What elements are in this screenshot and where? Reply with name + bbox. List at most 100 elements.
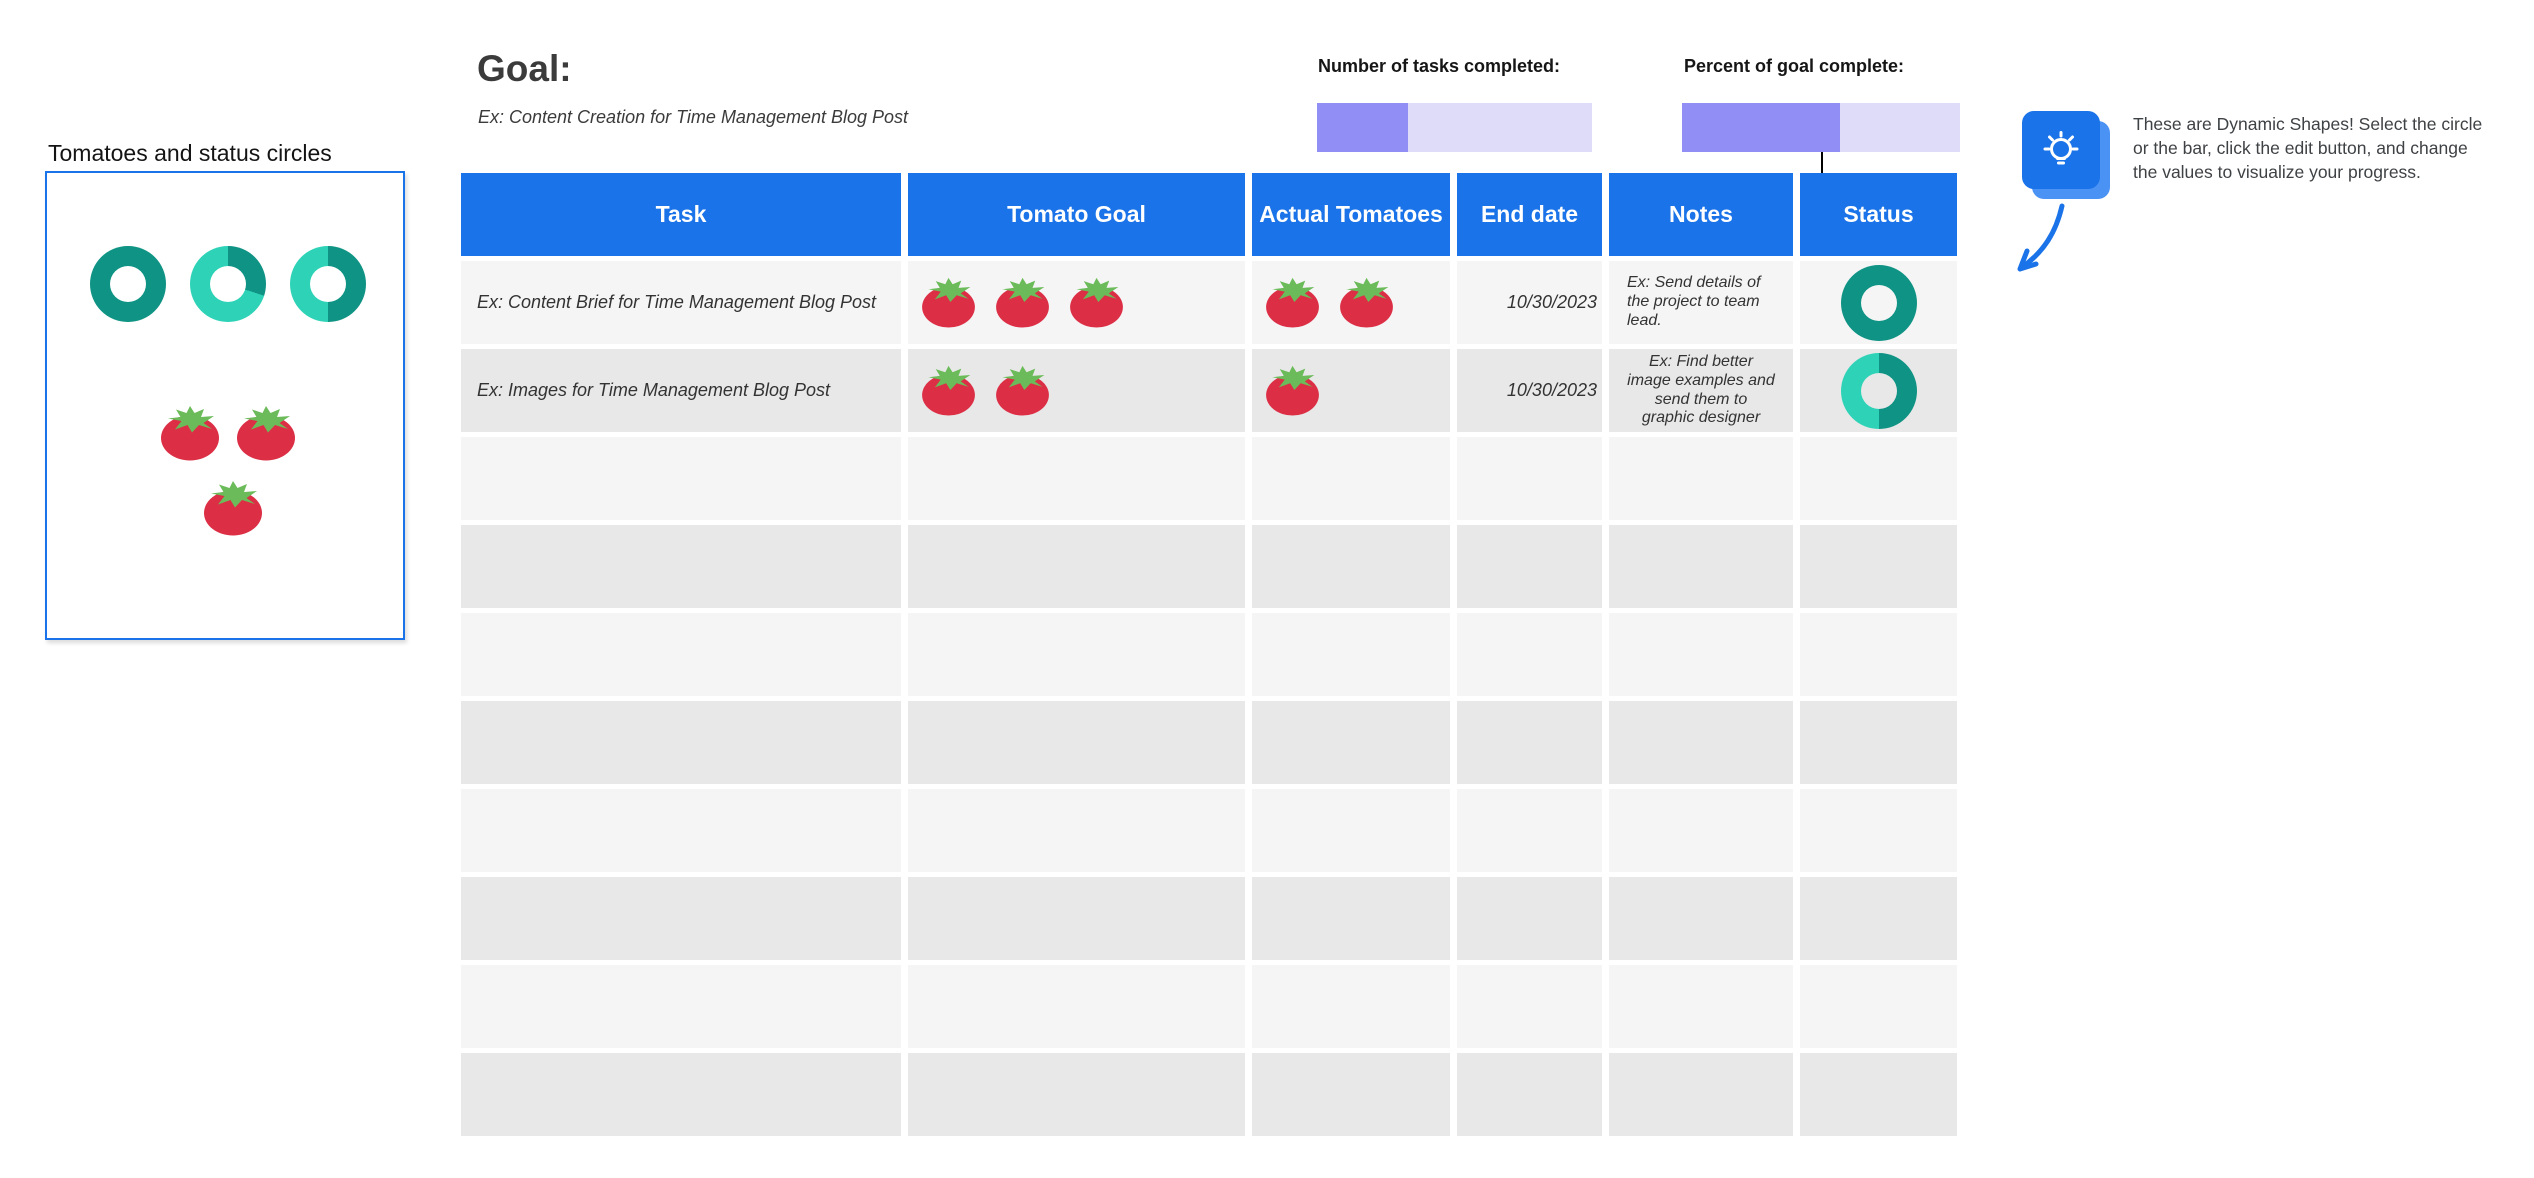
column-header-task[interactable]: Task <box>461 173 901 256</box>
empty-cell[interactable] <box>908 789 1245 872</box>
tomato-icon[interactable] <box>235 405 297 461</box>
empty-cell[interactable] <box>461 877 901 960</box>
empty-cell[interactable] <box>1457 701 1602 784</box>
empty-cell[interactable] <box>461 437 901 520</box>
empty-cell[interactable] <box>1800 965 1957 1048</box>
empty-cell[interactable] <box>1457 789 1602 872</box>
task-cell[interactable]: Ex: Images for Time Management Blog Post <box>461 349 901 432</box>
empty-cell[interactable] <box>1800 525 1957 608</box>
empty-cell[interactable] <box>1252 789 1450 872</box>
tomato-icon[interactable] <box>920 277 977 328</box>
status-cell[interactable] <box>1800 349 1957 432</box>
tomato-icon[interactable] <box>159 405 221 461</box>
tomato-icon[interactable] <box>1264 365 1321 416</box>
empty-cell[interactable] <box>1457 877 1602 960</box>
status-donut[interactable] <box>1840 352 1917 429</box>
empty-cell[interactable] <box>908 1053 1245 1136</box>
empty-cell[interactable] <box>1609 525 1793 608</box>
empty-cell[interactable] <box>461 525 901 608</box>
empty-cell[interactable] <box>908 437 1245 520</box>
column-header-actual-tomatoes[interactable]: Actual Tomatoes <box>1252 173 1450 256</box>
empty-cell[interactable] <box>1800 1053 1957 1136</box>
status-donut-hole <box>1860 284 1897 321</box>
empty-cell[interactable] <box>1800 789 1957 872</box>
tasks-completed-label: Number of tasks completed: <box>1318 56 1561 76</box>
status-donut[interactable] <box>290 246 366 322</box>
empty-cell[interactable] <box>1609 965 1793 1048</box>
status-donut-hole <box>110 266 146 302</box>
empty-cell[interactable] <box>1252 437 1450 520</box>
empty-cell[interactable] <box>461 965 901 1048</box>
empty-cell[interactable] <box>1609 437 1793 520</box>
empty-cell[interactable] <box>1457 613 1602 696</box>
empty-cell[interactable] <box>908 525 1245 608</box>
empty-cell[interactable] <box>1252 525 1450 608</box>
column-header-end-date[interactable]: End date <box>1457 173 1602 256</box>
empty-cell[interactable] <box>1252 1053 1450 1136</box>
empty-cell[interactable] <box>461 701 901 784</box>
column-header-status[interactable]: Status <box>1800 173 1957 256</box>
task-cell[interactable]: Ex: Content Brief for Time Management Bl… <box>461 261 901 344</box>
tomato-goal-cell[interactable] <box>908 349 1245 432</box>
empty-cell[interactable] <box>1252 965 1450 1048</box>
end-date-cell[interactable]: 10/30/2023 <box>1457 349 1602 432</box>
empty-cell[interactable] <box>1457 437 1602 520</box>
empty-cell[interactable] <box>1457 525 1602 608</box>
goal-example-text: Ex: Content Creation for Time Management… <box>478 107 909 127</box>
empty-cell[interactable] <box>1609 789 1793 872</box>
empty-cell[interactable] <box>461 1053 901 1136</box>
status-donut-hole <box>310 266 346 302</box>
goal-complete-bar-fill <box>1682 103 1841 152</box>
empty-cell[interactable] <box>1252 701 1450 784</box>
empty-cell[interactable] <box>1609 877 1793 960</box>
notes-cell[interactable]: Ex: Send details of the project to team … <box>1609 261 1793 344</box>
tomato-icon[interactable] <box>994 277 1051 328</box>
empty-cell[interactable] <box>1609 613 1793 696</box>
tomato-icon[interactable] <box>994 365 1051 416</box>
task-table: Task Tomato Goal Actual Tomatoes End dat… <box>461 173 1957 1136</box>
tomato-icon[interactable] <box>1264 277 1321 328</box>
status-donut[interactable] <box>90 246 166 322</box>
tip-curved-arrow <box>2017 203 2065 272</box>
empty-cell[interactable] <box>1457 1053 1602 1136</box>
status-cell[interactable] <box>1800 261 1957 344</box>
empty-cell[interactable] <box>1609 1053 1793 1136</box>
column-header-tomato-goal[interactable]: Tomato Goal <box>908 173 1245 256</box>
sample-box-title: Tomatoes and status circles <box>48 140 332 166</box>
column-header-notes[interactable]: Notes <box>1609 173 1793 256</box>
empty-cell[interactable] <box>1609 701 1793 784</box>
tip-text: These are Dynamic Shapes! Select the cir… <box>2133 114 2483 182</box>
tasks-completed-bar[interactable] <box>1317 103 1592 152</box>
empty-cell[interactable] <box>908 701 1245 784</box>
empty-cell[interactable] <box>908 965 1245 1048</box>
empty-cell[interactable] <box>908 613 1245 696</box>
actual-tomatoes-cell[interactable] <box>1252 349 1450 432</box>
empty-cell[interactable] <box>1800 613 1957 696</box>
empty-cell[interactable] <box>1457 965 1602 1048</box>
lightbulb-icon[interactable] <box>2022 111 2100 189</box>
empty-cell[interactable] <box>461 613 901 696</box>
notes-cell[interactable]: Ex: Find better image examples and send … <box>1609 349 1793 432</box>
status-donut-hole <box>210 266 246 302</box>
tomato-icon[interactable] <box>920 365 977 416</box>
status-donut-hole <box>1860 372 1897 409</box>
empty-cell[interactable] <box>1252 613 1450 696</box>
tomato-icon[interactable] <box>1338 277 1395 328</box>
goal-heading: Goal: <box>477 48 572 89</box>
end-date-cell[interactable]: 10/30/2023 <box>1457 261 1602 344</box>
tomato-icon[interactable] <box>1068 277 1125 328</box>
empty-cell[interactable] <box>1800 877 1957 960</box>
status-donut[interactable] <box>1840 264 1917 341</box>
empty-cell[interactable] <box>908 877 1245 960</box>
empty-cell[interactable] <box>461 789 901 872</box>
empty-cell[interactable] <box>1252 877 1450 960</box>
empty-cell[interactable] <box>1800 437 1957 520</box>
empty-cell[interactable] <box>1800 701 1957 784</box>
goal-complete-bar[interactable] <box>1682 103 1960 152</box>
dynamic-shapes-sample-box[interactable] <box>45 171 405 640</box>
tomato-goal-cell[interactable] <box>908 261 1245 344</box>
status-donut[interactable] <box>190 246 266 322</box>
actual-tomatoes-cell[interactable] <box>1252 261 1450 344</box>
tomato-icon[interactable] <box>202 480 264 536</box>
